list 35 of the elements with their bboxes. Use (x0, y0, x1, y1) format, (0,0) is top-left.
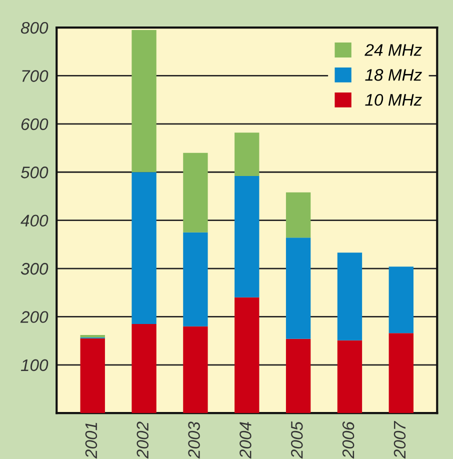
legend-label: 18 MHz (365, 69, 422, 81)
y-tick-label: 700 (22, 70, 48, 82)
bar (132, 172, 156, 324)
x-tick-label: 2006 (342, 421, 354, 459)
x-tick-label: 2001 (85, 422, 98, 459)
y-tick-label: 400 (20, 214, 48, 227)
y-tick-label: 100 (20, 359, 48, 372)
x-tick-label: 2003 (188, 422, 200, 459)
bar (183, 232, 208, 326)
bar (183, 152, 208, 232)
bar (132, 324, 156, 414)
y-tick-label: 300 (20, 262, 48, 275)
bar (337, 340, 362, 414)
bar (388, 266, 414, 334)
bar (132, 30, 156, 172)
bar (337, 252, 362, 340)
bar (234, 297, 260, 414)
bar (286, 192, 311, 238)
legend-label: 24 MHz (364, 44, 422, 56)
bar (234, 176, 260, 298)
x-tick-label: 2004 (240, 422, 252, 459)
y-tick-label: 800 (20, 22, 48, 34)
bar (183, 326, 208, 414)
x-tick-label: 2007 (394, 420, 406, 459)
legend-label: 10 MHz (365, 94, 422, 106)
bar (286, 238, 311, 339)
bar (388, 333, 414, 414)
bar (234, 132, 260, 176)
bar (80, 338, 105, 414)
y-tick-label: 600 (21, 118, 48, 130)
y-tick-label: 500 (20, 166, 48, 178)
x-tick-label: 2002 (136, 422, 149, 459)
x-tick-label: 2005 (290, 421, 303, 459)
y-tick-label: 200 (20, 311, 48, 323)
bar (286, 338, 311, 414)
